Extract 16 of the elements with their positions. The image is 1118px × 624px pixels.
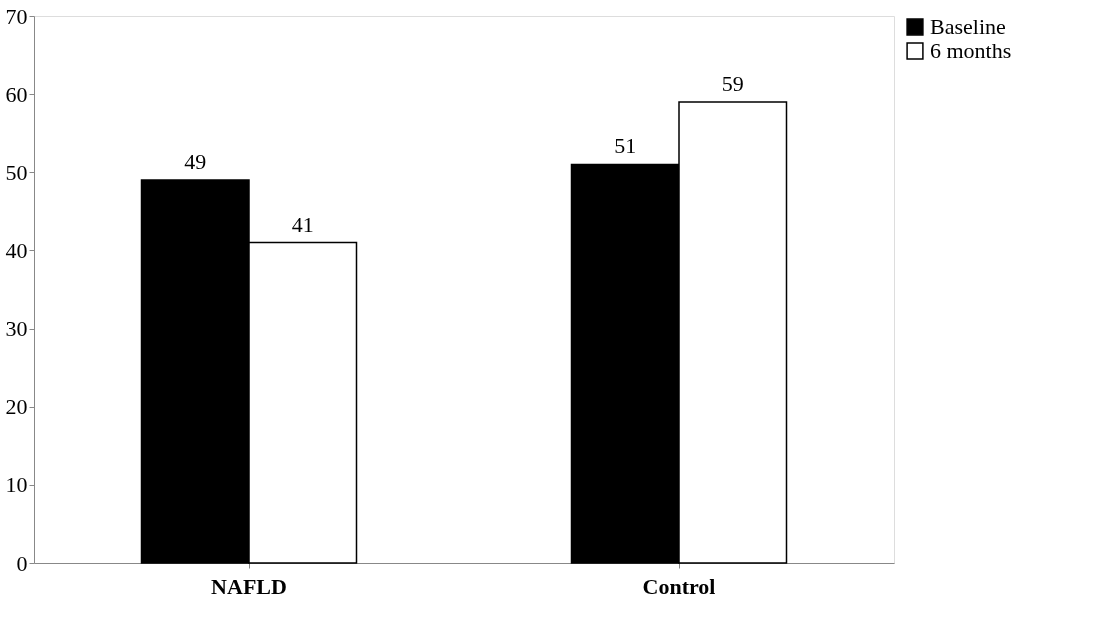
y-tick-label: 60 [5,81,28,107]
y-tick-label: 30 [5,316,28,342]
y-tick-label: 20 [5,394,28,420]
legend-label: Baseline [930,14,1006,39]
y-tick-label: 50 [5,159,28,185]
x-tick-label: Control [642,573,716,599]
y-tick-label: 10 [5,472,28,498]
data-label: 51 [614,133,637,159]
x-tick-label: NAFLD [211,573,287,599]
data-label: 41 [291,211,314,237]
y-tick-label: 40 [5,237,28,263]
y-tick-label: 0 [16,550,28,576]
y-tick-label: 70 [5,3,28,29]
data-label: 59 [721,70,744,96]
data-label: 49 [184,149,207,175]
legend-label: 6 months [930,38,1012,63]
